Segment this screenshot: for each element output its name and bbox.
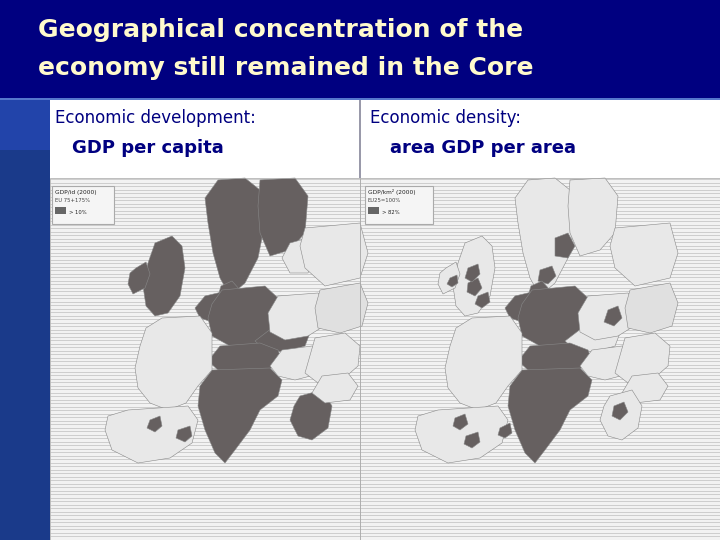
- Polygon shape: [453, 414, 468, 430]
- Polygon shape: [600, 390, 642, 440]
- Text: area GDP per area: area GDP per area: [390, 139, 576, 157]
- Polygon shape: [208, 343, 282, 374]
- Bar: [0, 0, 720, 100]
- Polygon shape: [198, 368, 282, 463]
- Polygon shape: [445, 316, 522, 410]
- Polygon shape: [258, 178, 308, 256]
- Bar: [55, 207, 66, 214]
- Text: Economic density:: Economic density:: [370, 109, 521, 127]
- Bar: [368, 207, 379, 214]
- Bar: [359, 100, 361, 540]
- Bar: [50, 178, 360, 540]
- Polygon shape: [205, 178, 265, 296]
- Polygon shape: [518, 343, 592, 374]
- Polygon shape: [464, 432, 480, 448]
- Text: economy still remained in the Core: economy still remained in the Core: [38, 56, 534, 80]
- Polygon shape: [615, 333, 670, 383]
- Text: Geographical concentration of the: Geographical concentration of the: [38, 18, 523, 42]
- Polygon shape: [290, 390, 332, 440]
- Polygon shape: [438, 262, 460, 294]
- Polygon shape: [147, 416, 162, 432]
- Polygon shape: [312, 373, 358, 403]
- Polygon shape: [498, 423, 512, 438]
- Polygon shape: [515, 178, 575, 296]
- Text: EU25=100%: EU25=100%: [368, 198, 401, 203]
- Text: EU 75+175%: EU 75+175%: [55, 198, 90, 203]
- Polygon shape: [467, 278, 482, 296]
- Polygon shape: [143, 236, 185, 316]
- Polygon shape: [255, 323, 310, 352]
- Polygon shape: [195, 292, 230, 322]
- Polygon shape: [565, 323, 620, 352]
- Polygon shape: [538, 266, 556, 284]
- Bar: [52, 186, 114, 224]
- Polygon shape: [604, 306, 622, 326]
- Polygon shape: [555, 233, 575, 258]
- Text: GDP per capita: GDP per capita: [72, 139, 224, 157]
- Text: GDP/id (2000): GDP/id (2000): [55, 190, 96, 195]
- Polygon shape: [415, 406, 508, 463]
- Polygon shape: [625, 283, 678, 333]
- Text: GDP/km² (2000): GDP/km² (2000): [368, 189, 415, 195]
- Polygon shape: [610, 223, 678, 286]
- Polygon shape: [612, 402, 628, 420]
- Bar: [0, 98, 720, 101]
- Polygon shape: [622, 373, 668, 403]
- Bar: [0, 100, 720, 540]
- Polygon shape: [218, 281, 240, 304]
- Text: > 10%: > 10%: [69, 210, 86, 215]
- Polygon shape: [128, 262, 150, 294]
- Polygon shape: [518, 286, 592, 348]
- Polygon shape: [300, 223, 368, 286]
- Polygon shape: [453, 236, 495, 316]
- Polygon shape: [578, 293, 638, 340]
- Polygon shape: [508, 368, 592, 463]
- Polygon shape: [580, 346, 632, 380]
- Polygon shape: [305, 333, 360, 383]
- Polygon shape: [447, 275, 458, 287]
- Polygon shape: [176, 426, 192, 442]
- Polygon shape: [268, 293, 328, 340]
- Polygon shape: [135, 316, 212, 410]
- Polygon shape: [270, 346, 322, 380]
- Polygon shape: [475, 292, 490, 308]
- Polygon shape: [505, 292, 540, 322]
- Bar: [50, 178, 360, 540]
- Polygon shape: [465, 264, 480, 282]
- Bar: [0, 100, 50, 540]
- Polygon shape: [475, 333, 508, 360]
- Bar: [360, 178, 720, 540]
- Bar: [0, 100, 50, 150]
- Bar: [360, 178, 720, 540]
- Polygon shape: [315, 283, 368, 333]
- Polygon shape: [282, 238, 315, 273]
- Polygon shape: [208, 286, 282, 348]
- Polygon shape: [105, 406, 198, 463]
- Polygon shape: [568, 178, 618, 256]
- Bar: [365, 186, 433, 224]
- Text: Economic development:: Economic development:: [55, 109, 256, 127]
- Polygon shape: [528, 281, 550, 304]
- Text: > 82%: > 82%: [382, 210, 400, 215]
